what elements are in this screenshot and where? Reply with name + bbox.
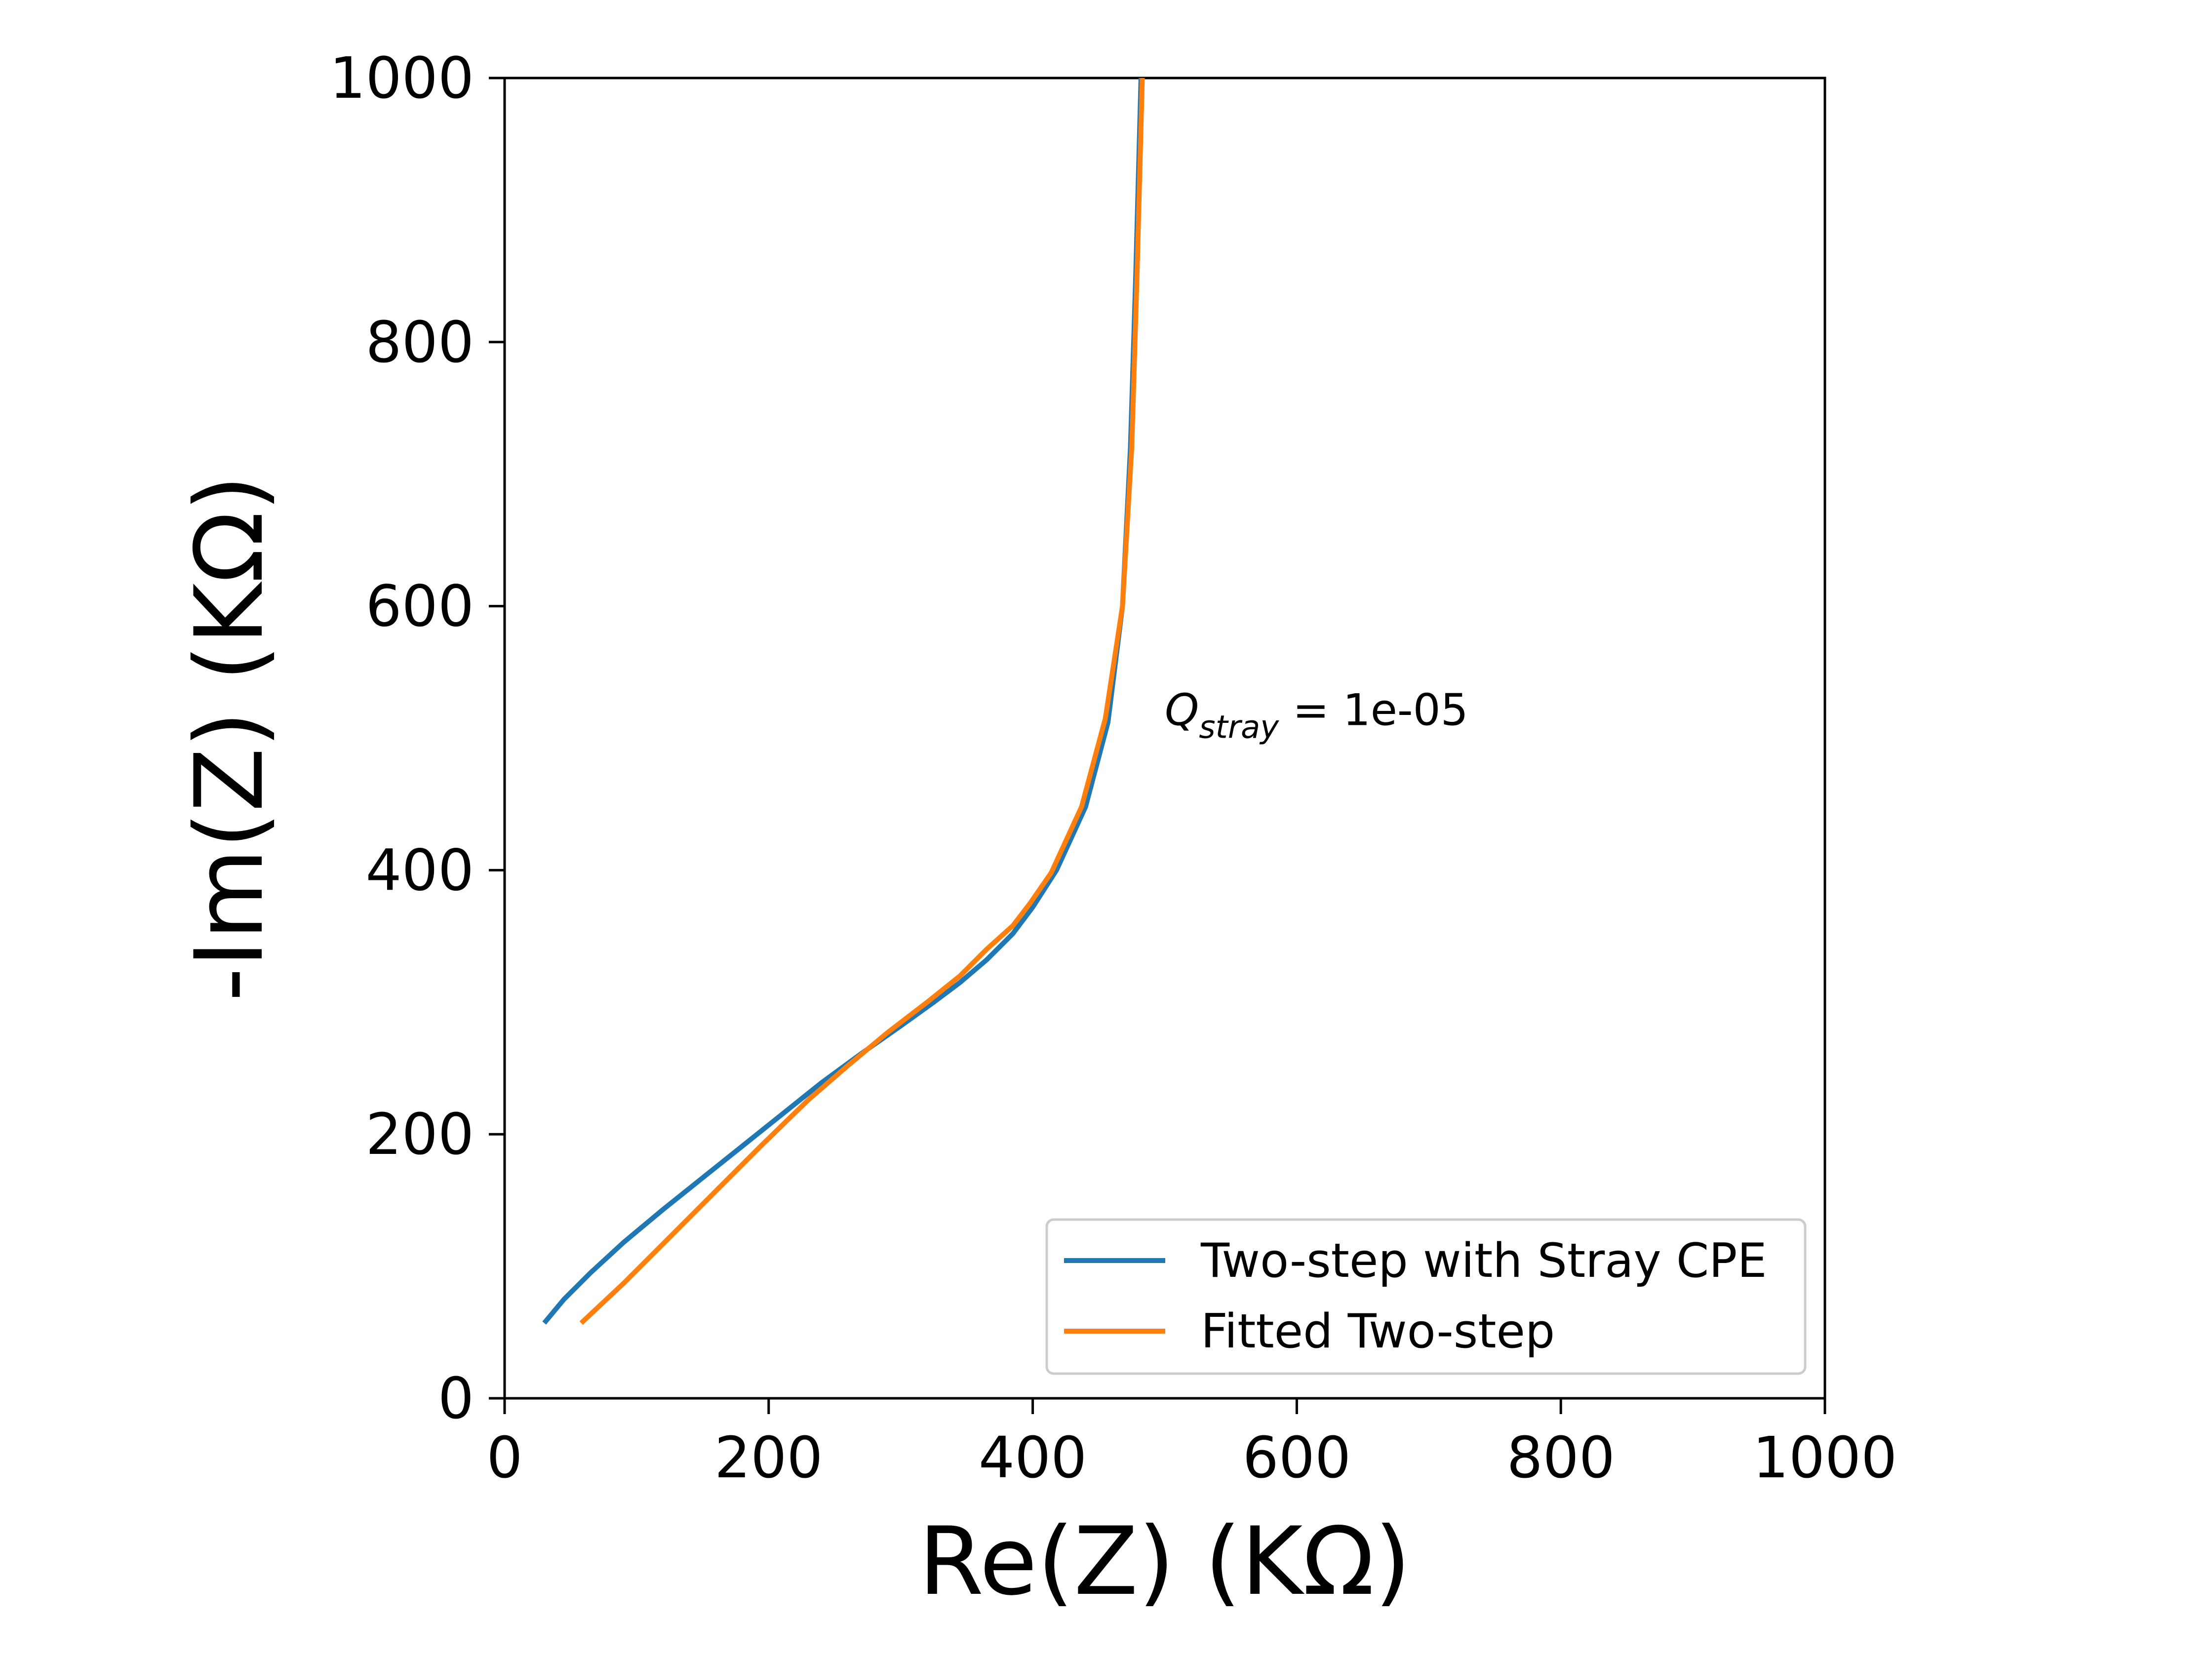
legend-label-two-step-stray-cpe: Two-step with Stray CPE: [1200, 1234, 1767, 1288]
x-tick-label: 0: [486, 1425, 522, 1491]
y-tick-label: 0: [438, 1366, 474, 1432]
y-axis-ticks: 0 200 400 600 800 1000: [329, 45, 505, 1432]
x-tick-label: 200: [714, 1425, 823, 1491]
x-axis-ticks: 0 200 400 600 800 1000: [486, 1398, 1897, 1491]
legend: Two-step with Stray CPE Fitted Two-step: [1045, 1218, 1807, 1375]
y-tick-label: 1000: [329, 45, 474, 112]
series-lines: [542, 78, 1145, 1325]
plot-area-frame: [503, 77, 1826, 1400]
series-line-1: [579, 78, 1145, 1325]
y-tick-label: 800: [366, 310, 474, 376]
legend-label-fitted-two-step: Fitted Two-step: [1201, 1304, 1555, 1359]
legend-box: [1045, 1218, 1807, 1375]
annotation-equals: =: [1279, 684, 1343, 735]
x-tick-label: 600: [1243, 1425, 1351, 1491]
y-tick-label: 400: [366, 837, 474, 904]
series-line-0: [542, 78, 1144, 1325]
y-tick-label: 600: [366, 574, 474, 640]
annotation-value: 1e-05: [1343, 684, 1468, 735]
x-axis-label: Re(Z) (KΩ): [918, 1507, 1411, 1616]
annotation-symbol: Q: [1165, 684, 1199, 735]
annotation-subscript: stray: [1199, 709, 1279, 746]
x-tick-label: 1000: [1753, 1425, 1897, 1491]
x-tick-label: 400: [979, 1425, 1087, 1491]
q-stray-annotation: Qstray = 1e-05: [1165, 684, 1468, 746]
y-tick-label: 200: [366, 1102, 474, 1168]
x-tick-label: 800: [1506, 1425, 1615, 1491]
y-axis-label: -Im(Z) (KΩ): [175, 475, 284, 1002]
